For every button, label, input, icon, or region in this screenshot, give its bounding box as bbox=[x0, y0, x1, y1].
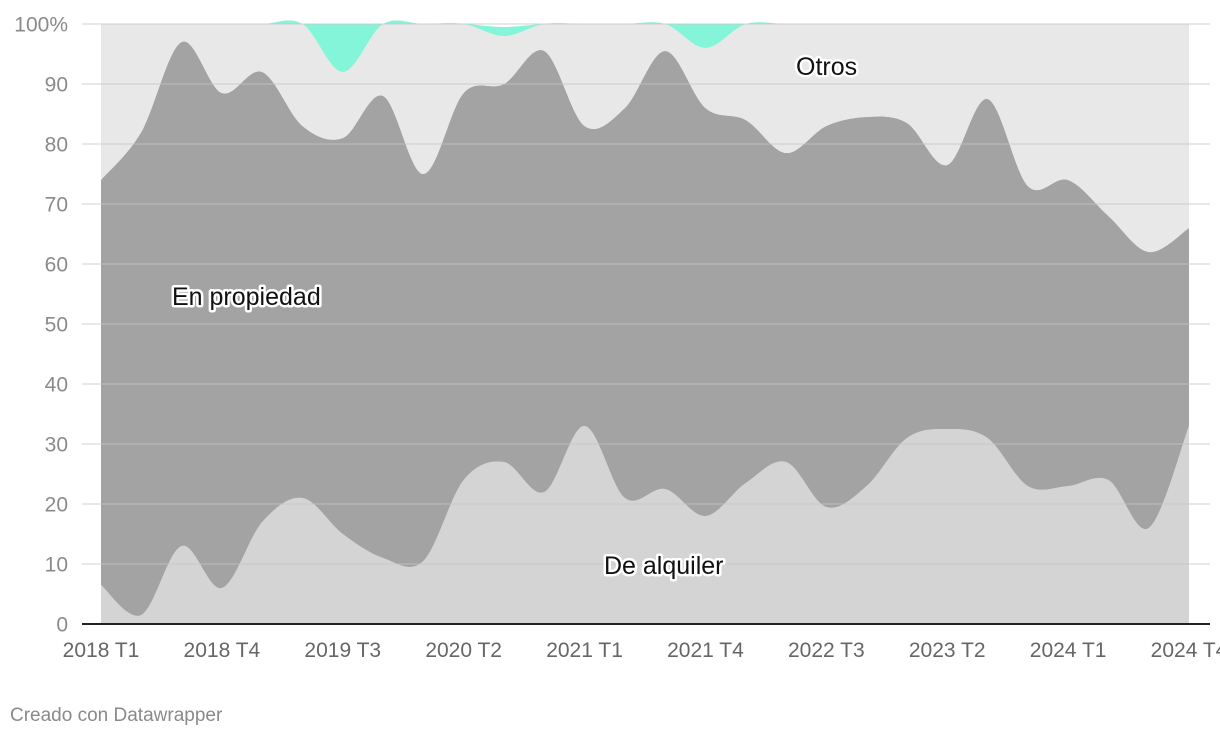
area-de-alquiler bbox=[101, 425, 1189, 624]
x-axis-ticks: 2018 T1 2018 T4 2019 T3 2020 T2 2021 T1 2021 … bbox=[63, 639, 1220, 662]
y-tick-label: 80 bbox=[45, 134, 68, 157]
x-tick-label: 2022 T3 bbox=[788, 639, 865, 662]
x-tick-label: 2021 T4 bbox=[667, 639, 744, 662]
series-label-otros: Otros bbox=[796, 53, 857, 81]
y-tick-label: 30 bbox=[45, 434, 68, 457]
y-axis-ticks: 0 10 20 30 40 50 60 70 80 90 100% bbox=[14, 14, 68, 637]
x-tick-label: 2024 T1 bbox=[1030, 639, 1107, 662]
x-tick-label: 2018 T4 bbox=[184, 639, 261, 662]
x-tick-label: 2020 T2 bbox=[425, 639, 502, 662]
area-otros bbox=[101, 20, 1189, 253]
y-tick-label: 10 bbox=[45, 554, 68, 577]
y-tick-label: 60 bbox=[45, 254, 68, 277]
credit-text: Creado con Datawrapper bbox=[10, 705, 223, 726]
x-tick-label: 2024 T4 bbox=[1151, 639, 1220, 662]
x-tick-label: 2018 T1 bbox=[63, 639, 140, 662]
plot-areas bbox=[101, 20, 1189, 624]
series-label-de-alquiler: De alquiler bbox=[604, 552, 724, 580]
area-series-3 bbox=[101, 20, 1189, 73]
y-tick-label: 90 bbox=[45, 74, 68, 97]
y-tick-label: 70 bbox=[45, 194, 68, 217]
y-tick-label: 20 bbox=[45, 494, 68, 517]
series-label-en-propiedad: En propiedad bbox=[172, 283, 321, 311]
area-en-propiedad bbox=[101, 41, 1189, 616]
y-tick-label: 100% bbox=[14, 14, 68, 37]
grid-lines bbox=[82, 23, 1210, 565]
y-tick-label: 0 bbox=[56, 614, 68, 637]
x-tick-label: 2023 T2 bbox=[909, 639, 986, 662]
y-tick-label: 50 bbox=[45, 314, 68, 337]
x-tick-label: 2021 T1 bbox=[546, 639, 623, 662]
y-tick-label: 40 bbox=[45, 374, 68, 397]
x-tick-label: 2019 T3 bbox=[304, 639, 381, 662]
